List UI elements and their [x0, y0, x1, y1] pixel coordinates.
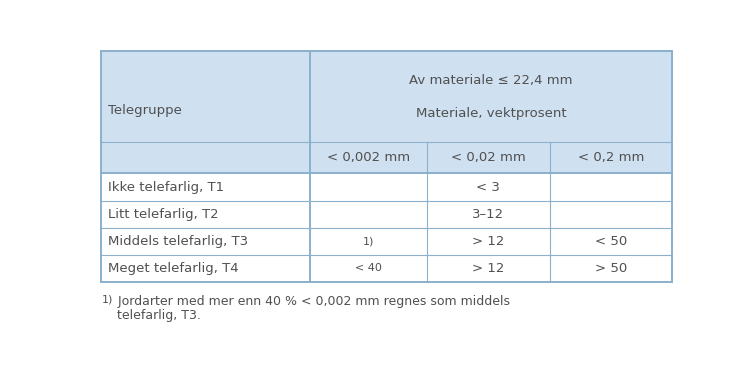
Bar — [101, 51, 673, 173]
Text: telefarlig, T3.: telefarlig, T3. — [101, 309, 202, 322]
Text: < 0,2 mm: < 0,2 mm — [578, 152, 644, 164]
Text: 1): 1) — [362, 236, 374, 246]
Text: > 12: > 12 — [472, 235, 504, 248]
Bar — [101, 51, 673, 282]
Text: Jordarter med mer enn 40 % < 0,002 mm regnes som middels: Jordarter med mer enn 40 % < 0,002 mm re… — [114, 295, 510, 308]
Text: Litt telefarlig, T2: Litt telefarlig, T2 — [109, 208, 219, 221]
Text: < 0,02 mm: < 0,02 mm — [451, 152, 525, 164]
Text: Middels telefarlig, T3: Middels telefarlig, T3 — [109, 235, 248, 248]
Bar — [101, 173, 673, 282]
Text: Telegruppe: Telegruppe — [109, 104, 182, 117]
Text: < 0,002 mm: < 0,002 mm — [327, 152, 410, 164]
Text: > 12: > 12 — [472, 262, 504, 275]
Text: Meget telefarlig, T4: Meget telefarlig, T4 — [109, 262, 239, 275]
Text: > 50: > 50 — [595, 262, 627, 275]
Text: 1): 1) — [101, 295, 112, 305]
Text: Materiale, vektprosent: Materiale, vektprosent — [416, 107, 566, 120]
Text: Ikke telefarlig, T1: Ikke telefarlig, T1 — [109, 180, 224, 194]
Text: 3–12: 3–12 — [472, 208, 504, 221]
Text: < 50: < 50 — [595, 235, 627, 248]
Text: Av materiale ≤ 22,4 mm: Av materiale ≤ 22,4 mm — [409, 74, 573, 87]
Text: < 40: < 40 — [355, 264, 382, 273]
Text: < 3: < 3 — [476, 180, 501, 194]
